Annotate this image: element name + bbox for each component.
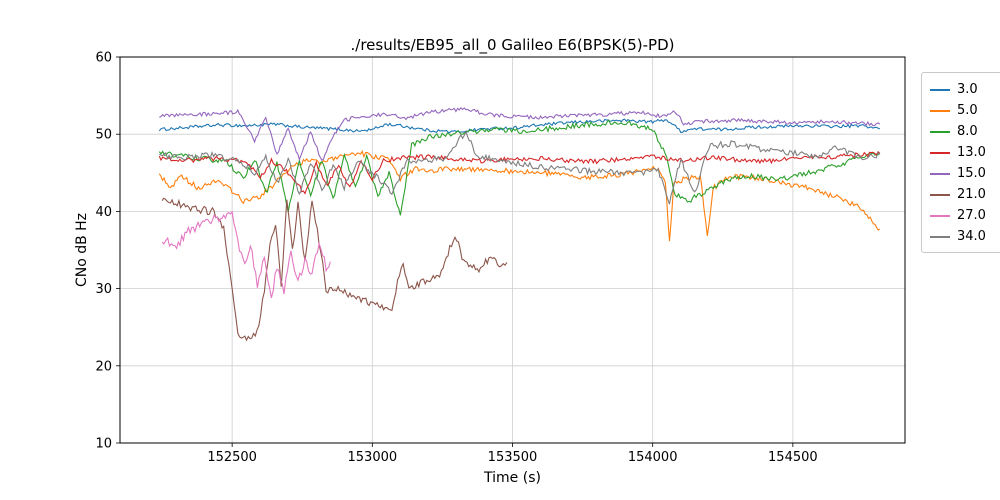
x-axis-label: Time (s) — [484, 470, 541, 486]
legend-line-swatch — [930, 151, 950, 154]
series-line-3.0 — [158, 118, 880, 134]
legend-label: 15.0 — [957, 166, 986, 181]
legend-item: 3.0 — [930, 79, 1000, 100]
y-tick-label: 20 — [95, 359, 112, 374]
series-line-8.0 — [158, 119, 881, 216]
y-tick-label: 50 — [95, 128, 112, 143]
series-line-13.0 — [158, 150, 881, 195]
legend-item: 27.0 — [930, 205, 1000, 226]
legend-label: 21.0 — [957, 187, 986, 202]
legend-line-swatch — [930, 130, 950, 133]
legend-item: 8.0 — [930, 121, 1000, 142]
legend-line-swatch — [930, 172, 950, 175]
x-tick-label: 153000 — [348, 450, 398, 465]
plot-border — [119, 56, 906, 444]
legend-line-swatch — [930, 109, 950, 112]
legend-line-swatch — [930, 88, 950, 91]
legend-label: 3.0 — [957, 82, 978, 97]
legend-label: 8.0 — [957, 124, 978, 139]
legend-item: 5.0 — [930, 100, 1000, 121]
legend-label: 27.0 — [957, 208, 986, 223]
legend-item: 21.0 — [930, 184, 1000, 205]
y-tick-label: 40 — [95, 205, 112, 220]
legend-line-swatch — [930, 193, 950, 196]
legend-item: 15.0 — [930, 163, 1000, 184]
legend-line-swatch — [930, 235, 950, 238]
series-line-34.0 — [159, 130, 881, 205]
legend-item: 34.0 — [930, 226, 1000, 247]
x-tick-label: 154500 — [768, 450, 818, 465]
x-tick-label: 152500 — [207, 450, 257, 465]
series-line-21.0 — [161, 197, 508, 342]
series-line-27.0 — [161, 210, 331, 299]
y-tick-label: 10 — [95, 437, 112, 452]
legend-label: 13.0 — [957, 145, 986, 160]
legend-line-swatch — [930, 214, 950, 217]
y-tick-label: 30 — [95, 282, 112, 297]
y-tick-label: 60 — [95, 51, 112, 66]
x-tick-label: 154000 — [628, 450, 678, 465]
legend-label: 5.0 — [957, 103, 978, 118]
series-line-15.0 — [159, 106, 881, 162]
chart-title: ./results/EB95_all_0 Galileo E6(BPSK(5)-… — [350, 36, 675, 54]
legend-item: 13.0 — [930, 142, 1000, 163]
legend: 3.0 5.0 8.0 13.0 15.0 21.0 27.0 34.0 — [921, 72, 1000, 253]
legend-label: 34.0 — [957, 229, 986, 244]
x-tick-label: 153500 — [488, 450, 538, 465]
